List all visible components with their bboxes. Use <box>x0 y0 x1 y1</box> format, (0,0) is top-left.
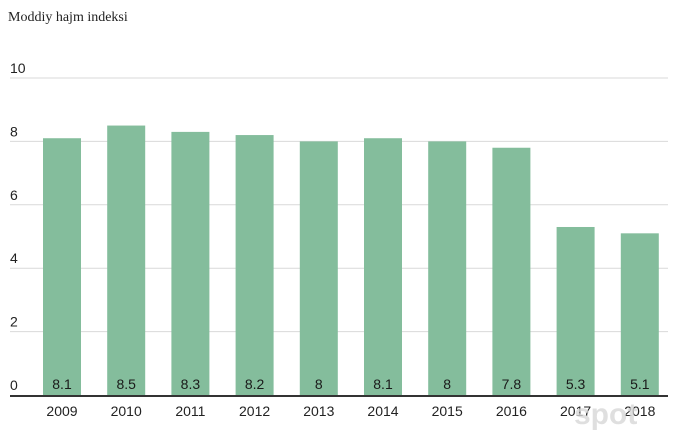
bar-2013 <box>299 141 338 395</box>
bar-2011 <box>171 131 210 395</box>
y-tick-label: 6 <box>10 187 18 203</box>
x-tick-label: 2013 <box>303 403 334 419</box>
data-label: 8 <box>315 376 323 392</box>
bar-2017 <box>556 226 595 395</box>
data-label: 5.3 <box>566 376 586 392</box>
bar-2014 <box>364 138 402 396</box>
x-tick-label: 2016 <box>496 403 527 419</box>
x-tick-label: 2010 <box>111 403 142 419</box>
data-label: 5.1 <box>630 376 650 392</box>
data-label: 8.1 <box>373 376 393 392</box>
y-tick-label: 10 <box>10 60 26 76</box>
x-tick-label: 2009 <box>46 403 77 419</box>
bar-2015 <box>428 141 467 395</box>
data-label: 8.3 <box>181 376 201 392</box>
data-label: 8.5 <box>116 376 136 392</box>
y-tick-label: 8 <box>10 123 18 139</box>
bar-2010 <box>107 125 146 396</box>
chart-title: Moddiy hajm indeksi <box>8 10 128 25</box>
x-tick-label: 2011 <box>175 403 205 419</box>
bars: 8.1 8.5 8.3 8.2 8 8.1 8 7.8 5.3 5.1 <box>43 125 659 396</box>
bar-2016 <box>492 147 531 395</box>
x-tick-label: 2012 <box>239 403 270 419</box>
data-label: 8.2 <box>245 376 265 392</box>
x-tick-label: 2014 <box>367 403 398 419</box>
y-tick-label: 2 <box>10 314 18 330</box>
x-axis: 2009 2010 2011 2012 2013 2014 2015 2016 2017 2018 <box>10 395 668 419</box>
data-label: 8 <box>443 376 451 392</box>
y-tick-label: 0 <box>10 377 18 393</box>
data-label: 7.8 <box>502 376 522 392</box>
x-tick-label: 2017 <box>560 403 591 419</box>
y-axis: 0 2 4 6 8 10 <box>10 60 26 393</box>
data-label: 8.1 <box>52 376 72 392</box>
y-tick-label: 4 <box>10 250 18 266</box>
bar-2018 <box>620 233 659 395</box>
bar-2012 <box>235 135 274 395</box>
bar-2009 <box>43 138 81 396</box>
x-tick-label: 2018 <box>624 403 655 419</box>
watermark: spot <box>574 398 637 431</box>
x-tick-label: 2015 <box>432 403 463 419</box>
